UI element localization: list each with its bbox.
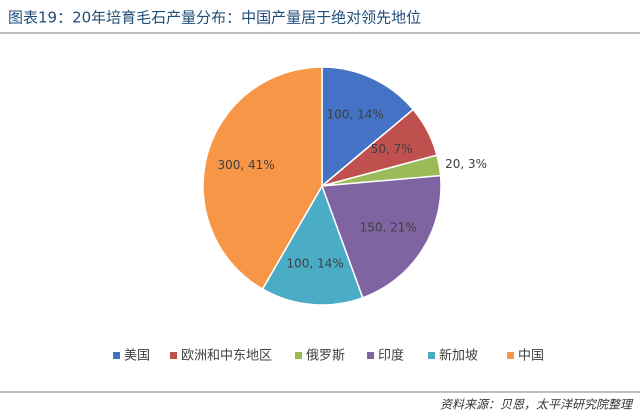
data-label: 300, 41%	[218, 158, 275, 172]
data-label: 20, 3%	[445, 157, 487, 171]
data-label: 100, 14%	[287, 257, 344, 271]
legend-label: 美国	[124, 349, 150, 364]
legend-label: 欧洲和中东地区	[181, 349, 272, 364]
legend-swatch	[113, 352, 120, 359]
legend-label: 新加坡	[439, 348, 478, 364]
legend-label: 印度	[378, 348, 404, 364]
legend-swatch	[428, 352, 435, 359]
legend-swatch	[170, 352, 177, 359]
pie-slice	[202, 66, 323, 291]
source-note: 资料来源：贝恩，太平洋研究院整理	[440, 398, 634, 412]
data-label: 50, 7%	[371, 142, 413, 156]
legend-label: 中国	[518, 349, 544, 364]
legend-label: 俄罗斯	[306, 349, 345, 364]
data-label: 150, 21%	[360, 221, 417, 235]
chart-title: 图表19：20年培育毛石产量分布：中国产量居于绝对领先地位	[8, 9, 421, 27]
pie-slice	[261, 184, 364, 306]
legend-swatch	[507, 352, 514, 359]
legend-swatch	[295, 352, 302, 359]
legend-swatch	[367, 352, 374, 359]
data-label: 100, 14%	[327, 107, 384, 121]
pie-slice	[321, 66, 415, 188]
